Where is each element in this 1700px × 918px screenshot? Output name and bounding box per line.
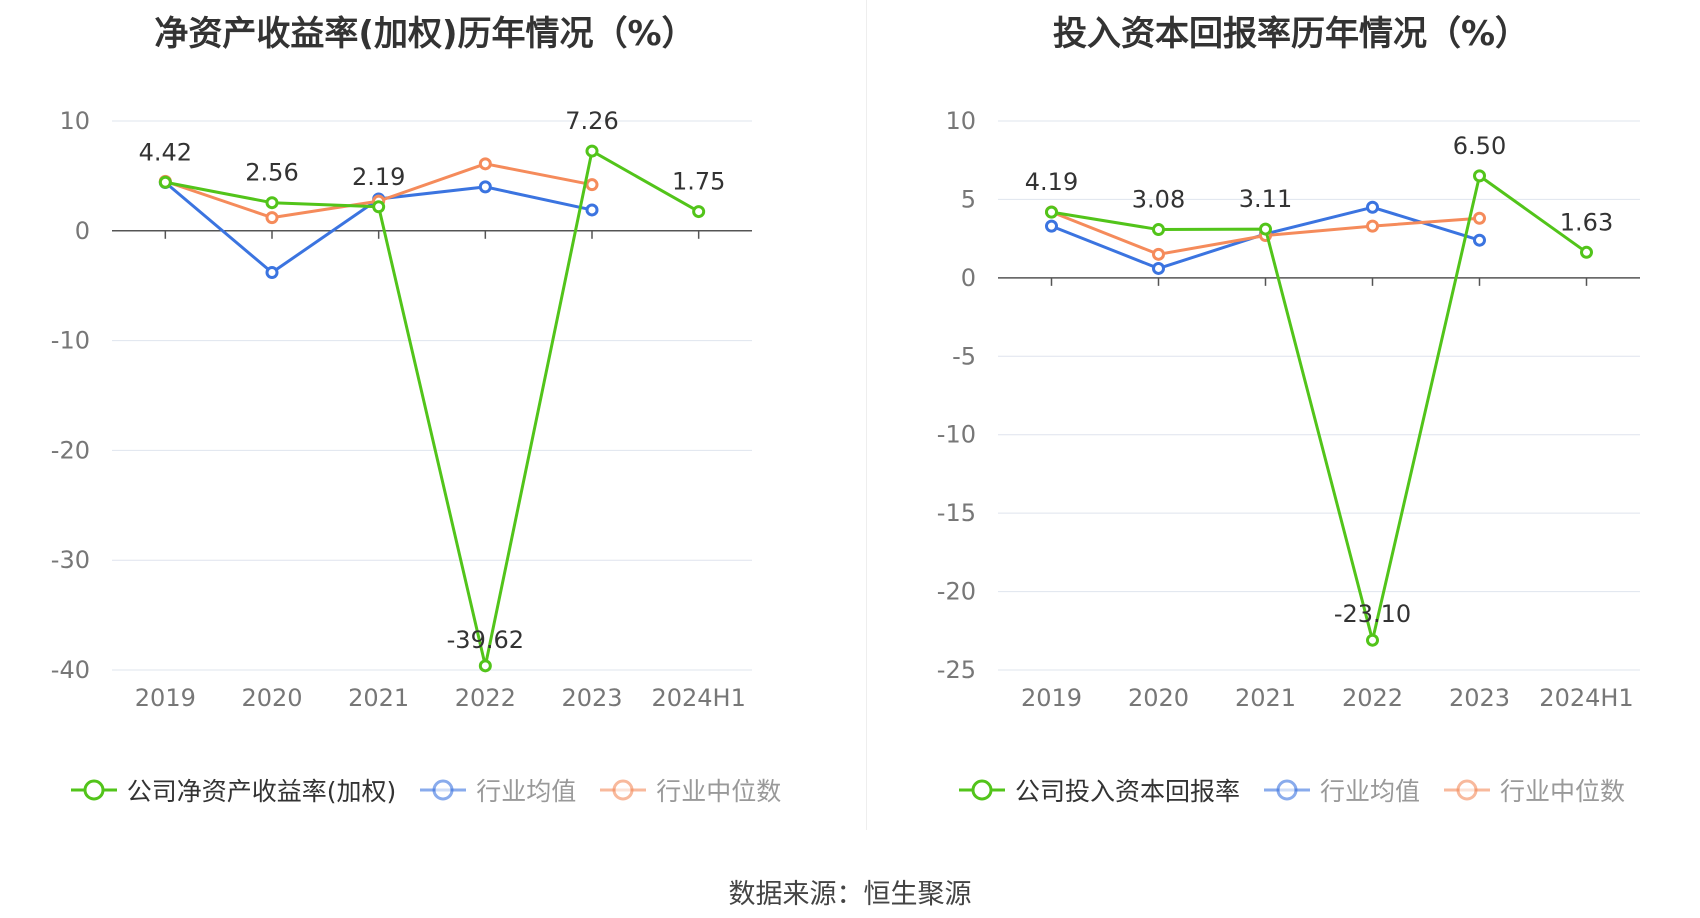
series-point-1 bbox=[1152, 261, 1165, 275]
chart-title: 净资产收益率(加权)历年情况（%） bbox=[154, 14, 696, 54]
x-tick-label: 2019 bbox=[1021, 684, 1082, 712]
series-point-1 bbox=[478, 180, 492, 194]
y-tick-label: 10 bbox=[59, 107, 90, 135]
series-point-0 bbox=[265, 196, 279, 210]
series-point-2 bbox=[1473, 211, 1486, 225]
plot-area: 10 5 0 -5 -10 -15 -20 -25 2019 2020 2021 2022 2023 20… bbox=[937, 107, 1640, 712]
plot-area: 10 0 -10 -20 -30 -40 2019 2020 2021 2022 2023 2024H… bbox=[51, 107, 752, 712]
series-point-0 bbox=[372, 200, 386, 214]
series-point-0 bbox=[158, 175, 172, 189]
legend-item-1[interactable]: 行业均值 bbox=[1262, 772, 1420, 808]
panel-divider bbox=[866, 0, 867, 830]
legend-marker-icon bbox=[1444, 779, 1490, 801]
series-point-0 bbox=[1580, 245, 1593, 259]
legend-label: 行业均值 bbox=[1319, 777, 1420, 806]
data-label: -23.10 bbox=[1334, 600, 1411, 628]
data-label: 7.26 bbox=[565, 107, 618, 135]
series-point-0 bbox=[585, 144, 599, 158]
legend-item-0[interactable]: 公司净资产收益率(加权) bbox=[69, 772, 397, 808]
legend-label: 公司投入资本回报率 bbox=[1014, 777, 1240, 806]
legend-item-2[interactable]: 行业中位数 bbox=[598, 772, 781, 808]
x-tick-label: 2023 bbox=[561, 684, 622, 712]
series-point-0 bbox=[1152, 223, 1165, 237]
data-label: 3.08 bbox=[1132, 186, 1185, 214]
legend-item-1[interactable]: 行业均值 bbox=[418, 772, 576, 808]
y-tick-label: -5 bbox=[952, 342, 976, 370]
data-label: 1.75 bbox=[672, 168, 725, 196]
series-point-2 bbox=[1152, 247, 1165, 261]
legend: 公司净资产收益率(加权) 行业均值 行业中位数 bbox=[0, 772, 850, 808]
data-label: 6.50 bbox=[1453, 132, 1506, 160]
legend-label: 行业中位数 bbox=[1500, 777, 1626, 806]
legend-label: 公司净资产收益率(加权) bbox=[126, 777, 397, 806]
x-tick-label: 2022 bbox=[455, 684, 516, 712]
data-label: 1.63 bbox=[1560, 208, 1613, 236]
series-point-1 bbox=[1473, 233, 1486, 247]
y-tick-label: -40 bbox=[51, 656, 90, 684]
chart-panel-roe: 净资产收益率(加权)历年情况（%） 10 0 -10 -20 -30 -40 2019 202… bbox=[0, 0, 850, 830]
series-point-0 bbox=[692, 205, 706, 219]
x-tick-label: 2020 bbox=[241, 684, 302, 712]
series-point-1 bbox=[1045, 219, 1058, 233]
y-tick-label: -20 bbox=[51, 436, 90, 464]
data-label: -39.62 bbox=[447, 626, 524, 654]
legend-marker-icon bbox=[958, 779, 1005, 801]
legend-item-0[interactable]: 公司投入资本回报率 bbox=[957, 772, 1240, 808]
chart-title: 投入资本回报率历年情况（%） bbox=[1052, 14, 1530, 54]
y-tick-label: 0 bbox=[961, 264, 976, 292]
legend-marker-icon bbox=[1263, 779, 1310, 801]
legend: 公司投入资本回报率 行业均值 行业中位数 bbox=[866, 772, 1700, 808]
y-tick-label: -20 bbox=[937, 578, 976, 606]
series-line-0 bbox=[1051, 174, 1588, 642]
series-point-0 bbox=[478, 659, 492, 673]
series-line-0 bbox=[165, 149, 700, 668]
series-point-1 bbox=[1366, 200, 1379, 214]
x-tick-label: 2023 bbox=[1449, 684, 1510, 712]
series-point-2 bbox=[1366, 219, 1379, 233]
x-tick-label: 2024H1 bbox=[1539, 684, 1633, 712]
y-tick-label: -15 bbox=[937, 499, 976, 527]
chart-panel-roic: 投入资本回报率历年情况（%） 10 5 0 -5 -10 -15 -20 -25 2019 202… bbox=[866, 0, 1700, 830]
data-label: 4.19 bbox=[1025, 168, 1078, 196]
x-tick-label: 2024H1 bbox=[651, 684, 745, 712]
legend-item-2[interactable]: 行业中位数 bbox=[1442, 772, 1625, 808]
y-tick-label: 0 bbox=[75, 217, 90, 245]
series-point-2 bbox=[585, 178, 599, 192]
legend-marker-icon bbox=[600, 779, 647, 801]
series-point-1 bbox=[265, 266, 279, 280]
y-tick-label: -10 bbox=[51, 327, 90, 355]
y-tick-label: 5 bbox=[961, 185, 976, 213]
y-tick-label: -25 bbox=[937, 656, 976, 684]
series-point-0 bbox=[1045, 205, 1058, 219]
series-point-2 bbox=[265, 211, 279, 225]
series-point-2 bbox=[478, 157, 492, 171]
data-source: 数据来源：恒生聚源 bbox=[728, 879, 972, 910]
series-point-1 bbox=[585, 203, 599, 217]
series-point-0 bbox=[1473, 169, 1486, 183]
data-label: 2.19 bbox=[352, 163, 405, 191]
y-tick-label: -30 bbox=[51, 546, 90, 574]
series-point-0 bbox=[1259, 222, 1272, 236]
legend-label: 行业中位数 bbox=[656, 777, 782, 806]
legend-marker-icon bbox=[70, 779, 117, 801]
data-label: 2.56 bbox=[245, 159, 298, 187]
x-tick-label: 2019 bbox=[135, 684, 196, 712]
data-label: 3.11 bbox=[1239, 185, 1292, 213]
x-tick-label: 2021 bbox=[1235, 684, 1296, 712]
series-point-0 bbox=[1366, 633, 1379, 647]
x-tick-label: 2022 bbox=[1342, 684, 1403, 712]
x-tick-label: 2021 bbox=[348, 684, 409, 712]
y-tick-label: 10 bbox=[945, 107, 976, 135]
data-label: 4.42 bbox=[139, 138, 192, 166]
legend-label: 行业均值 bbox=[476, 777, 577, 806]
x-tick-label: 2020 bbox=[1128, 684, 1189, 712]
y-tick-label: -10 bbox=[937, 421, 976, 449]
legend-marker-icon bbox=[420, 779, 467, 801]
